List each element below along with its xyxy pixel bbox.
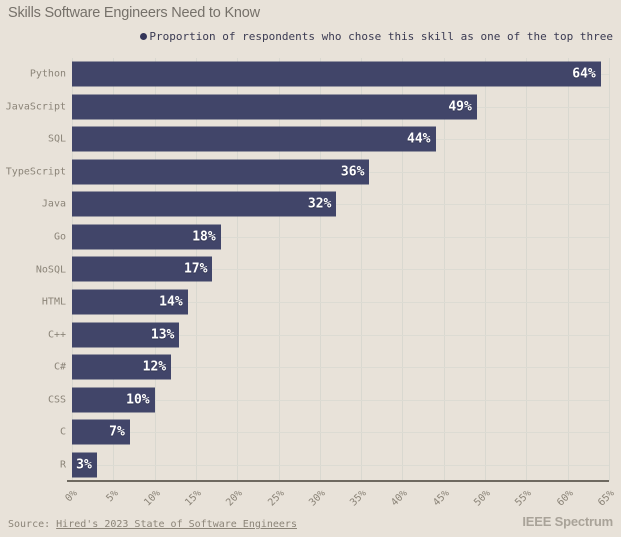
x-tick-label: 30% [307, 488, 328, 509]
category-label: TypeScript [5, 166, 66, 178]
category-label: CSS [47, 394, 66, 406]
bar-row: 49% [72, 91, 609, 124]
bar: 17% [72, 256, 213, 282]
x-axis-tick-labels: 0% 5% 10% 15% 20% 25% 30% 35% 40% 45% 50% 55% 60% 65% [63, 484, 616, 516]
bar-row: 14% [72, 286, 609, 319]
bar: 18% [72, 224, 221, 250]
source-line: Source: Hired's 2023 State of Software En… [8, 519, 297, 530]
value-label: 17% [183, 261, 208, 277]
x-tick-label: 25% [265, 488, 287, 509]
bar: 14% [72, 289, 188, 315]
bar: 32% [72, 191, 337, 217]
category-label: R [59, 459, 66, 471]
value-label: 10% [126, 392, 150, 408]
category-label: Java [41, 198, 66, 210]
bar-row: 7% [72, 416, 609, 449]
category-label: SQL [47, 133, 66, 145]
category-label: Python [29, 68, 66, 80]
value-label: 18% [192, 229, 216, 245]
row-gridline [72, 302, 609, 304]
row-gridline [72, 236, 609, 238]
x-tick-label: 40% [389, 488, 411, 509]
category-label: JavaScript [5, 101, 66, 113]
x-tick-label: 15% [183, 488, 204, 509]
bar: 49% [72, 94, 477, 120]
bar-row: 32% [72, 188, 609, 221]
bar-row: 18% [72, 221, 609, 254]
bar: 44% [72, 126, 436, 152]
row-gridline [72, 204, 609, 206]
value-label: 3% [76, 457, 92, 473]
value-label: 7% [109, 424, 125, 440]
value-label: 49% [448, 99, 472, 115]
legend-dot-icon [140, 33, 148, 40]
bar: 12% [72, 354, 172, 380]
value-label: 14% [159, 294, 183, 310]
x-tick-label: 10% [141, 488, 163, 509]
value-label: 36% [340, 164, 365, 180]
x-tick-label: 60% [554, 488, 576, 509]
bar-row: 44% [72, 123, 609, 156]
bar: 10% [72, 387, 155, 413]
row-gridline [72, 367, 609, 369]
source-link[interactable]: Hired's 2023 State of Software Engineers [56, 519, 297, 530]
chart-title: Skills Software Engineers Need to Know [8, 5, 260, 21]
value-label: 13% [150, 327, 175, 343]
value-label: 64% [572, 66, 596, 82]
category-axis-labels: Python JavaScript SQL TypeScript Java Go NoSQL… [0, 58, 66, 481]
x-axis-line [67, 480, 609, 482]
bar: 7% [72, 419, 130, 445]
row-gridline [72, 334, 609, 336]
bar: 36% [72, 159, 370, 185]
category-label: NoSQL [35, 264, 66, 275]
category-label: HTML [41, 296, 66, 308]
category-label: C++ [47, 329, 66, 341]
row-gridline [72, 399, 609, 401]
source-prefix: Source: [8, 519, 51, 530]
plot-area: 64% 49% 44% 36% 32% 18% 17% 14% 13% 12% 10% 7% 3% [67, 58, 610, 482]
bar-row: 13% [72, 318, 609, 351]
value-label: 44% [407, 131, 431, 147]
gridline [609, 58, 610, 481]
bar: 64% [72, 61, 601, 87]
row-gridline [72, 464, 609, 466]
row-gridline [72, 432, 609, 434]
category-label: C# [53, 361, 66, 373]
value-label: 32% [307, 196, 332, 212]
value-label: 12% [142, 359, 167, 375]
x-tick-label: 45% [430, 488, 452, 509]
bar: 3% [72, 452, 97, 478]
x-tick-label: 65% [596, 488, 617, 509]
legend: Proportion of respondents who chose this… [140, 30, 613, 43]
x-tick-label: 20% [224, 488, 245, 509]
row-gridline [72, 269, 609, 271]
ieee-spectrum-logo: IEEE Spectrum [522, 514, 613, 529]
bar-row: 36% [72, 156, 609, 189]
bar-row: 10% [72, 383, 609, 416]
bar-row: 64% [72, 58, 609, 91]
bar-row: 3% [72, 448, 609, 481]
x-tick-label: 50% [472, 488, 493, 509]
x-tick-label: 5% [104, 488, 122, 505]
category-label: C [59, 426, 66, 438]
x-tick-label: 0% [63, 488, 80, 505]
bar-row: 17% [72, 253, 609, 286]
x-tick-label: 55% [513, 488, 535, 509]
legend-label: Proportion of respondents who chose this… [149, 30, 613, 43]
x-tick-label: 35% [348, 488, 369, 509]
bar-row: 12% [72, 351, 609, 384]
bar: 13% [72, 322, 180, 348]
category-label: Go [53, 231, 66, 243]
